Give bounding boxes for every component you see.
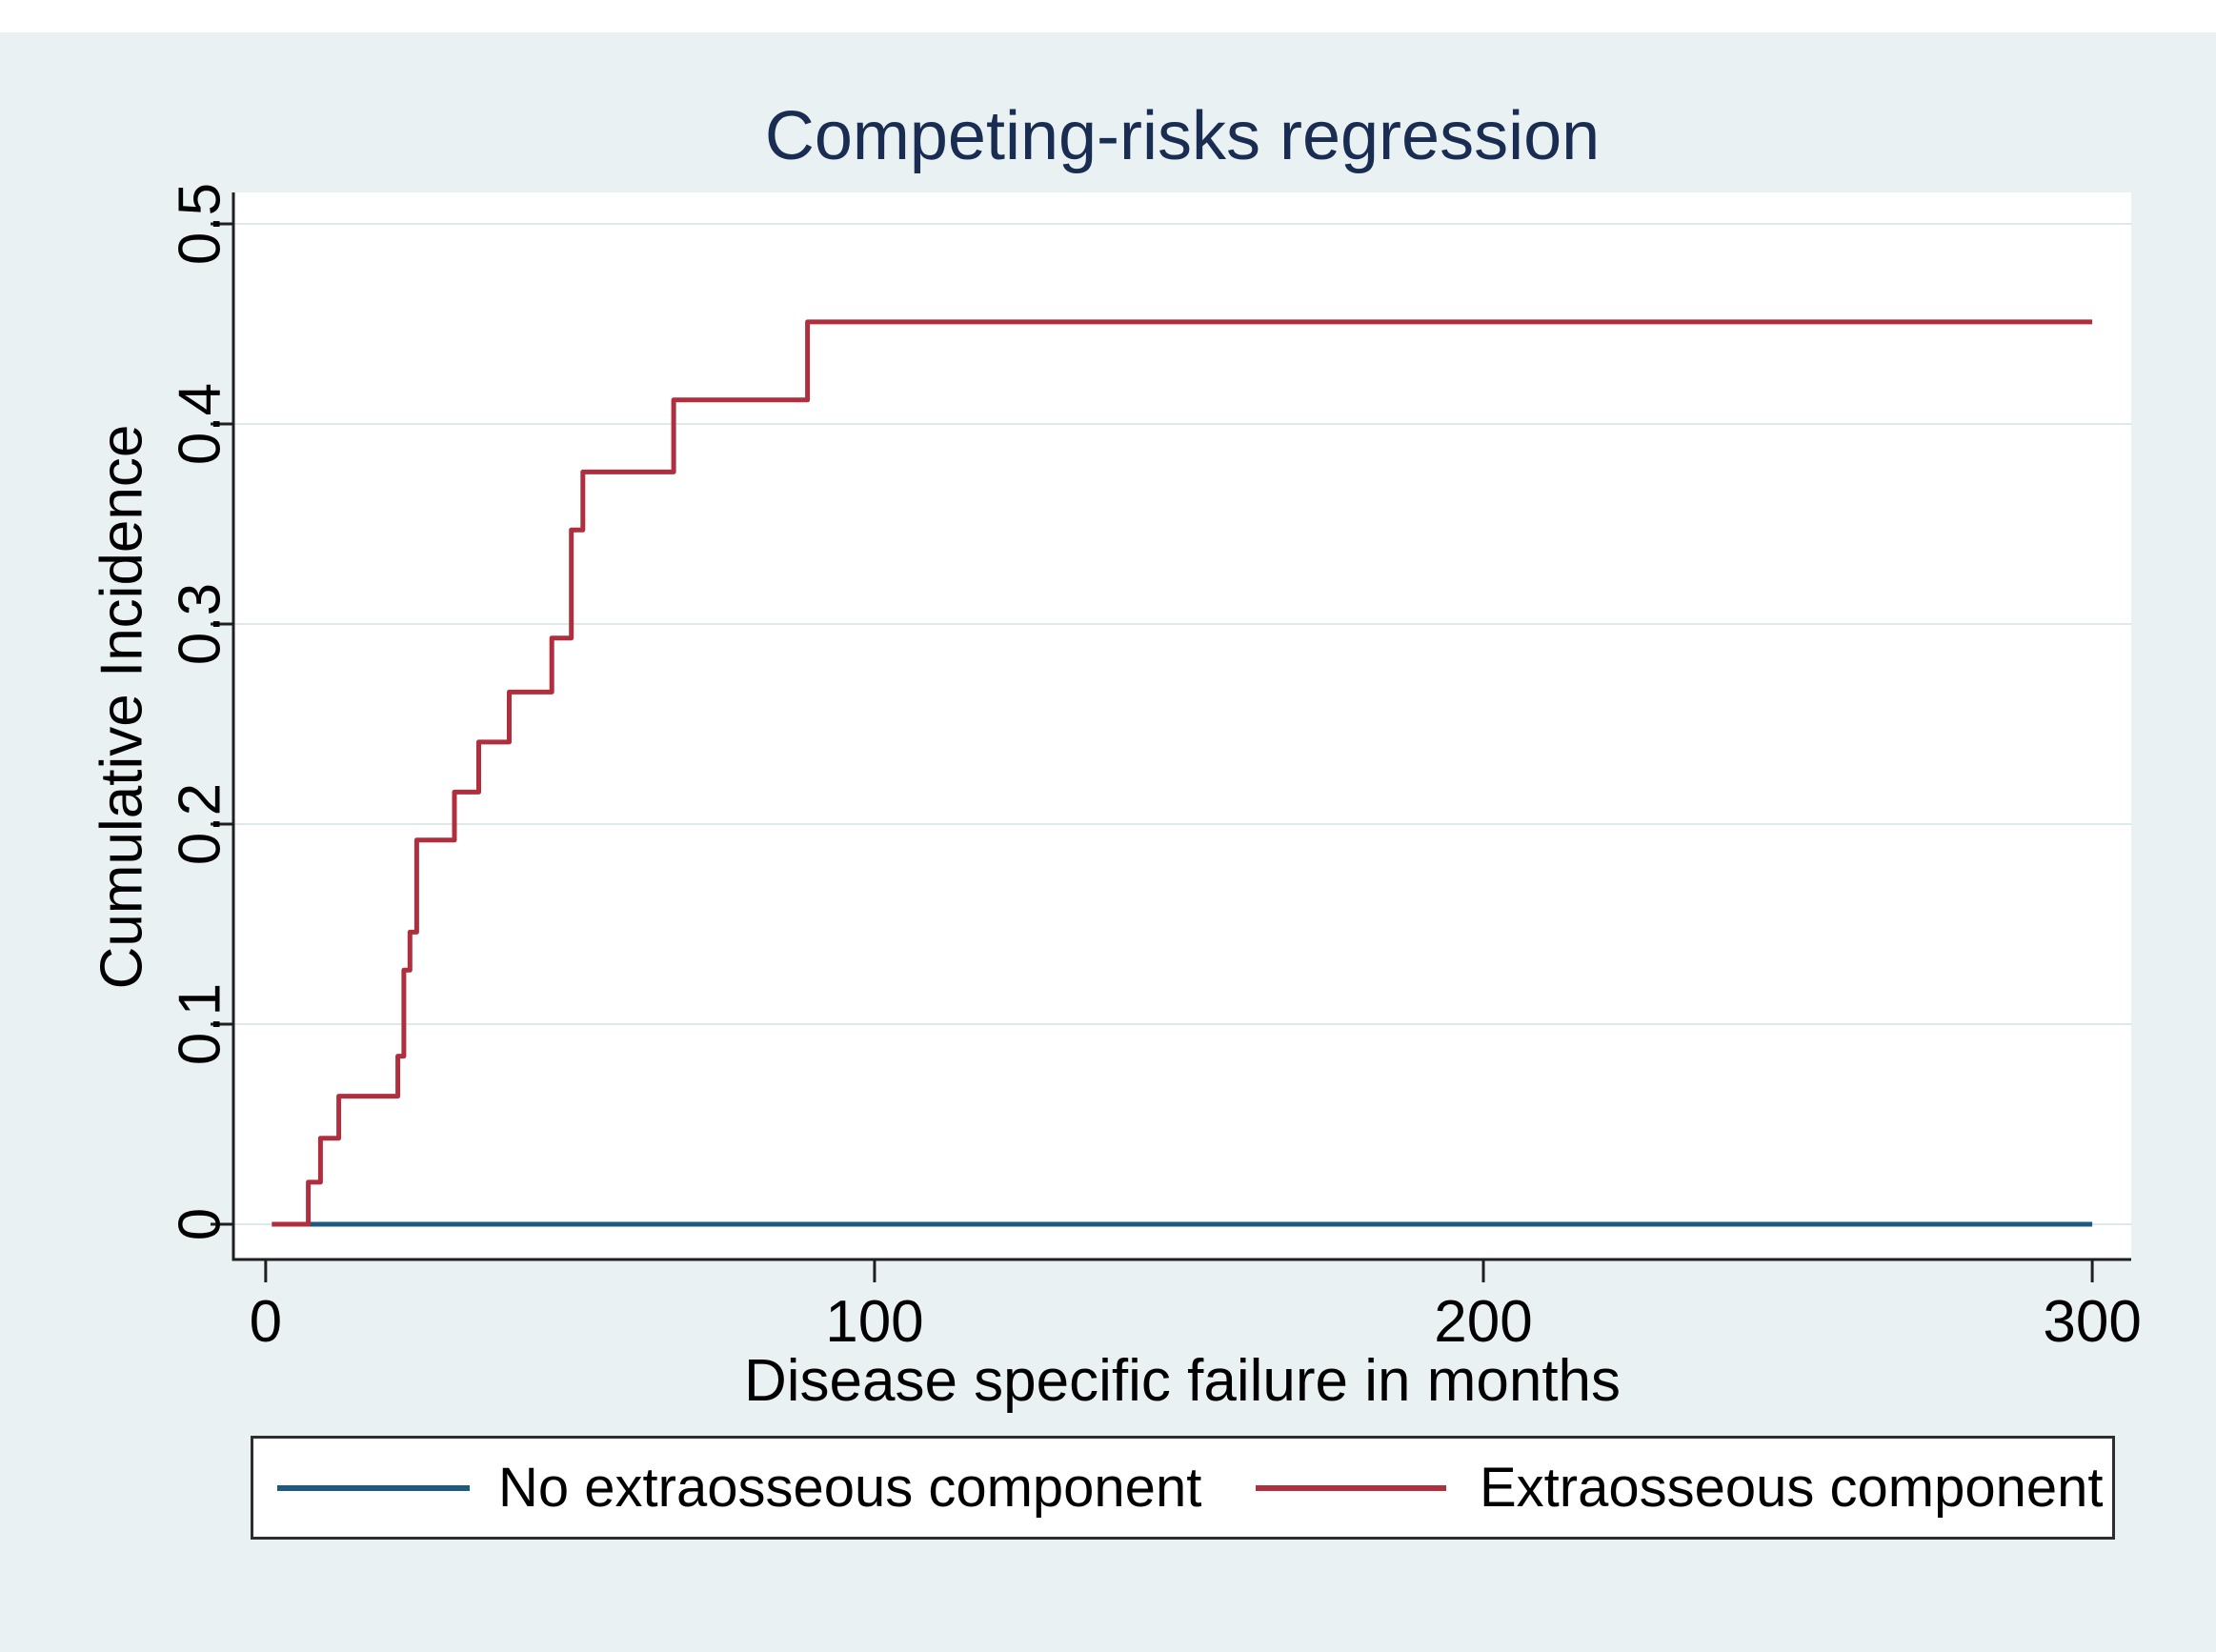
y-tick-label: 0.5 <box>168 183 233 265</box>
y-tick-label: 0 <box>168 1208 233 1240</box>
x-tick-label: 200 <box>1434 1289 1532 1355</box>
chart-title: Competing-risks regression <box>764 98 1601 174</box>
legend-swatch-extraosseous <box>1256 1484 1446 1491</box>
y-tick-label: 0.4 <box>168 383 233 465</box>
legend-box: No extraosseous component Extraosseous c… <box>251 1436 2115 1540</box>
x-tick-label: 0 <box>250 1289 282 1355</box>
plot-background <box>233 192 2131 1259</box>
y-tick-label: 0.2 <box>168 783 233 865</box>
x-tick-label: 300 <box>2043 1289 2141 1355</box>
legend-item-extraosseous: Extraosseous component <box>1256 1439 2103 1537</box>
legend-label-extraosseous: Extraosseous component <box>1480 1457 2104 1519</box>
y-tick-label: 0.3 <box>168 583 233 665</box>
legend-item-no-extraosseous: No extraosseous component <box>277 1439 1201 1537</box>
legend-label-no-extraosseous: No extraosseous component <box>498 1457 1202 1519</box>
series-line-extraosseous <box>272 319 2093 1227</box>
y-tick-label: 0.1 <box>168 983 233 1065</box>
x-axis-title: Disease specific failure in months <box>744 1348 1621 1414</box>
legend-swatch-no-extraosseous <box>277 1484 470 1491</box>
x-tick-label: 100 <box>825 1289 923 1355</box>
y-axis-title: Cumulative Incidence <box>90 425 155 990</box>
